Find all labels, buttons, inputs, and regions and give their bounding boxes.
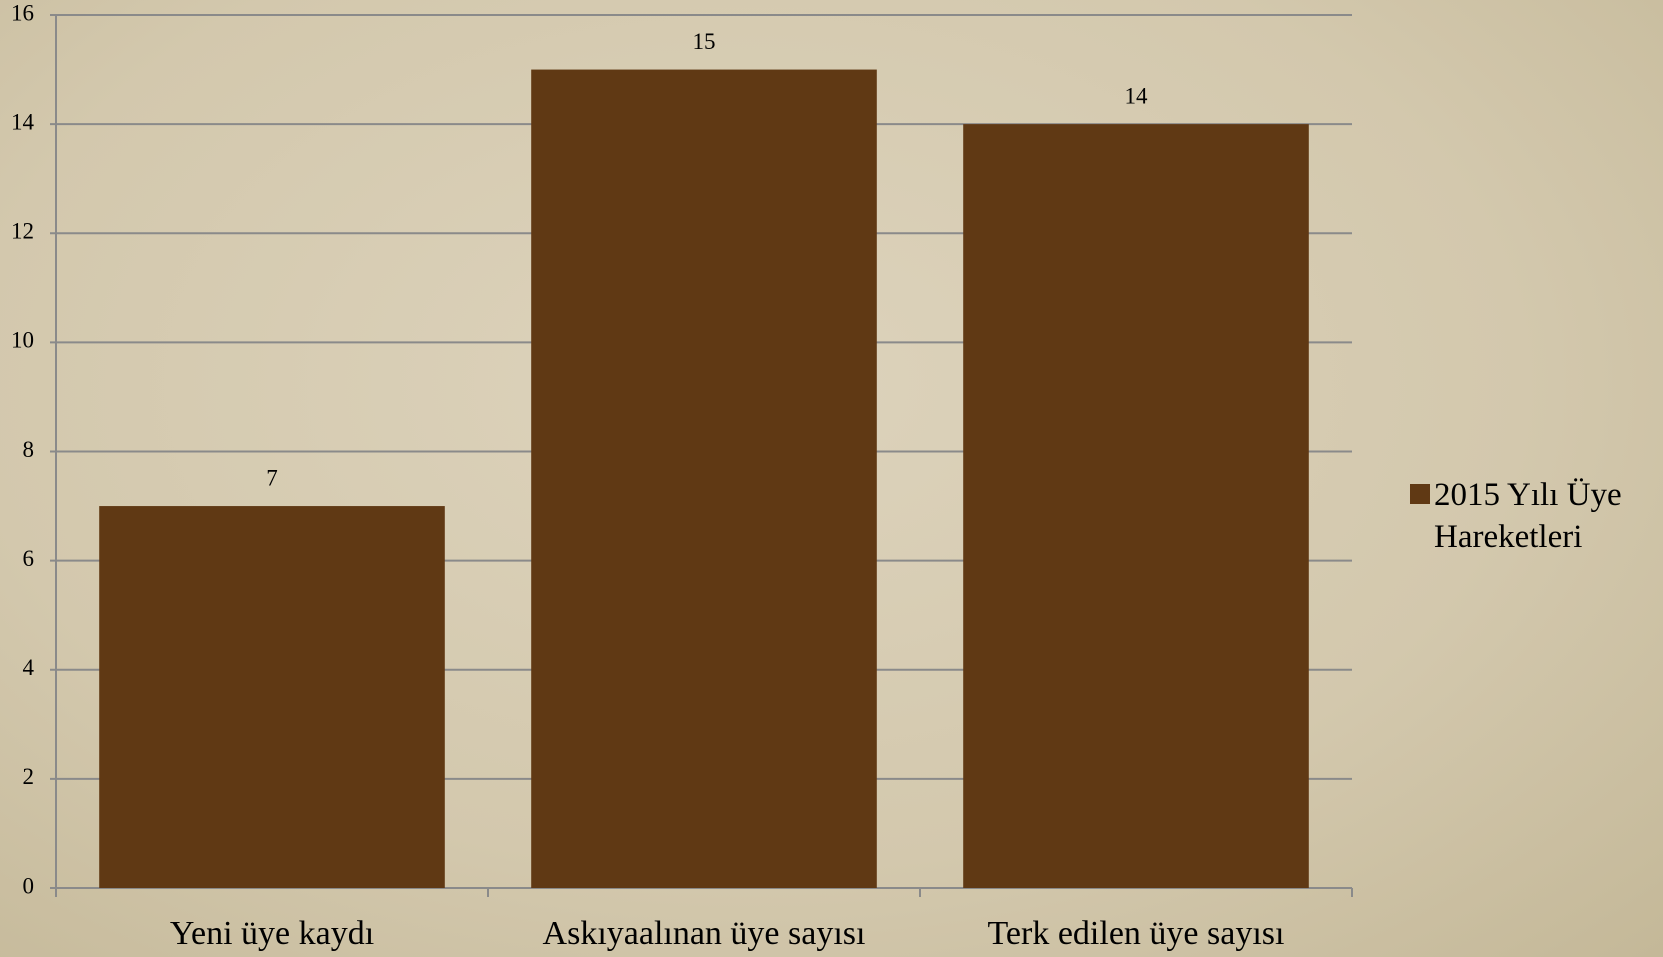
y-tick-label: 12 [11,219,34,244]
bar [963,124,1309,888]
y-tick-label: 14 [11,109,35,134]
x-tick-label: Askıyaalınan üye sayısı [543,915,866,952]
legend-label: 2015 Yılı Üye Hareketleri [1434,477,1622,555]
y-tick-label: 6 [23,546,35,571]
bar [99,506,445,888]
y-tick-label: 0 [23,873,35,898]
x-tick-label: Yeni üye kaydı [170,915,374,952]
data-label: 14 [1125,83,1149,108]
bar [531,69,877,888]
data-label: 7 [266,465,278,490]
data-label: 15 [693,29,716,54]
y-tick-label: 10 [11,328,34,353]
y-tick-label: 2 [23,764,35,789]
x-tick-label: Terk edilen üye sayısı [988,915,1285,952]
y-tick-label: 8 [23,437,35,462]
legend-swatch [1410,484,1430,504]
y-tick-label: 4 [23,655,35,680]
y-tick-label: 16 [11,0,34,25]
